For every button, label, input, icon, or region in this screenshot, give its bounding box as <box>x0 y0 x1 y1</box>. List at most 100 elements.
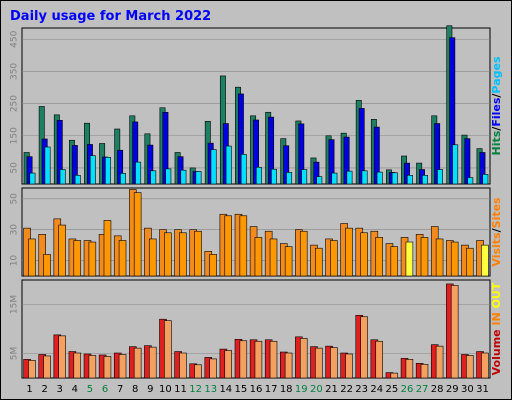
panel-visits-sites: 10 30 50 Visits/Sites <box>10 187 503 277</box>
bar-pages-day-14 <box>225 145 232 185</box>
legend-item: Hits <box>490 130 503 155</box>
bar-pages-day-9 <box>150 170 157 185</box>
bar-pages-day-24 <box>376 171 383 185</box>
bar-in-day-31 <box>481 352 489 379</box>
legend-item: Visits <box>490 232 503 267</box>
y-tick-label: 150 <box>10 127 20 144</box>
x-label-day-11: 11 <box>174 384 187 395</box>
bar-pages-day-23 <box>361 170 368 185</box>
x-label-day-20: 20 <box>310 384 323 395</box>
bar-sites-day-4 <box>73 240 82 277</box>
legend-item: Pages <box>490 56 503 94</box>
x-label-day-4: 4 <box>72 384 78 395</box>
bar-sites-day-8 <box>133 192 142 277</box>
bar-sites-day-22 <box>345 227 353 277</box>
y-tick-label: 5M <box>10 347 20 361</box>
legend-item: OUT <box>490 282 503 312</box>
bar-sites-day-7 <box>118 240 127 277</box>
bar-sites-day-31 <box>481 244 489 277</box>
bar-in-day-12 <box>194 364 202 379</box>
bar-in-day-24 <box>375 340 383 379</box>
legend-item: IN <box>490 312 503 329</box>
bar-in-day-7 <box>118 354 127 379</box>
bar-sites-day-15 <box>239 215 248 277</box>
bar-in-day-6 <box>103 356 112 379</box>
bar-pages-day-7 <box>120 173 126 185</box>
bar-sites-day-18 <box>284 246 293 277</box>
x-label-day-30: 30 <box>461 384 474 395</box>
y-tick-label: 350 <box>10 63 20 80</box>
bar-sites-day-24 <box>375 237 383 277</box>
bar-pages-day-20 <box>316 176 323 185</box>
bar-in-day-26 <box>405 359 414 379</box>
legend-item: / <box>490 93 503 98</box>
x-label-day-29: 29 <box>446 384 459 395</box>
bar-sites-day-11 <box>179 232 187 277</box>
bar-pages-day-17 <box>271 168 277 185</box>
bar-in-day-14 <box>224 350 233 379</box>
bar-sites-day-12 <box>194 230 202 277</box>
y-tick-label: 50 <box>10 193 20 205</box>
bar-in-day-21 <box>330 347 338 379</box>
bar-in-day-15 <box>239 340 248 379</box>
x-label-day-10: 10 <box>159 384 172 395</box>
bar-in-day-4 <box>73 352 82 379</box>
bar-sites-day-21 <box>330 240 338 277</box>
legend-hits-files-pages: Hits/Files/Pages <box>490 56 503 155</box>
panel-volume: 5M 15M Volume IN OUT <box>10 279 503 379</box>
bar-pages-day-30 <box>467 177 474 185</box>
legend-volume: Volume IN OUT <box>490 282 503 375</box>
legend-item: Sites <box>490 197 503 228</box>
bar-pages-day-1 <box>29 172 36 185</box>
bar-pages-day-26 <box>406 175 413 185</box>
bar-in-day-29 <box>450 285 459 379</box>
bar-pages-day-16 <box>255 166 262 185</box>
x-axis-day-labels: 1 2 3 4 5 6 7 8 9 10 11 12 13 14 15 16 17 18 19 20 21 22 23 24 2… <box>26 384 488 395</box>
x-label-day-19: 19 <box>295 384 308 395</box>
bar-sites-day-23 <box>360 232 368 277</box>
x-label-day-17: 17 <box>265 384 278 395</box>
bar-in-day-1 <box>28 360 36 379</box>
bar-in-day-25 <box>390 372 399 379</box>
bar-sites-day-10 <box>164 232 172 277</box>
bar-in-day-17 <box>269 340 278 379</box>
x-label-day-21: 21 <box>325 384 338 395</box>
y-tick-label: 10 <box>10 255 20 267</box>
y-tick-label: 30 <box>10 224 20 236</box>
bar-sites-day-2 <box>43 254 51 277</box>
bar-sites-day-1 <box>28 238 36 277</box>
bar-in-day-23 <box>360 316 368 379</box>
bar-pages-day-25 <box>391 172 398 185</box>
bar-sites-day-3 <box>58 224 66 277</box>
x-label-day-18: 18 <box>280 384 293 395</box>
bar-in-day-8 <box>133 347 142 379</box>
bar-sites-day-29 <box>450 241 459 277</box>
bar-sites-day-5 <box>88 241 97 277</box>
x-label-day-31: 31 <box>476 384 489 395</box>
bar-pages-day-15 <box>240 154 247 185</box>
x-label-day-13: 13 <box>204 384 217 395</box>
bar-pages-day-12 <box>195 171 202 185</box>
legend-visits-sites: Visits/Sites <box>490 197 503 267</box>
bar-in-day-9 <box>148 346 157 379</box>
bar-sites-day-6 <box>103 220 112 277</box>
bar-pages-day-3 <box>59 169 66 185</box>
bar-sites-day-14 <box>224 215 233 277</box>
bar-sites-day-26 <box>405 241 414 277</box>
x-label-day-1: 1 <box>26 384 32 395</box>
x-label-day-22: 22 <box>340 384 353 395</box>
bar-sites-day-16 <box>254 237 263 277</box>
bar-pages-day-27 <box>422 175 428 185</box>
bar-in-day-19 <box>299 338 308 379</box>
legend-item: Files <box>490 97 503 127</box>
bar-in-day-13 <box>209 358 217 379</box>
bar-pages-day-19 <box>301 169 308 185</box>
y-tick-label: 450 <box>10 30 20 47</box>
bar-sites-day-30 <box>466 247 474 277</box>
bar-in-day-18 <box>284 352 293 379</box>
bar-in-day-20 <box>315 347 323 379</box>
x-label-day-28: 28 <box>431 384 444 395</box>
